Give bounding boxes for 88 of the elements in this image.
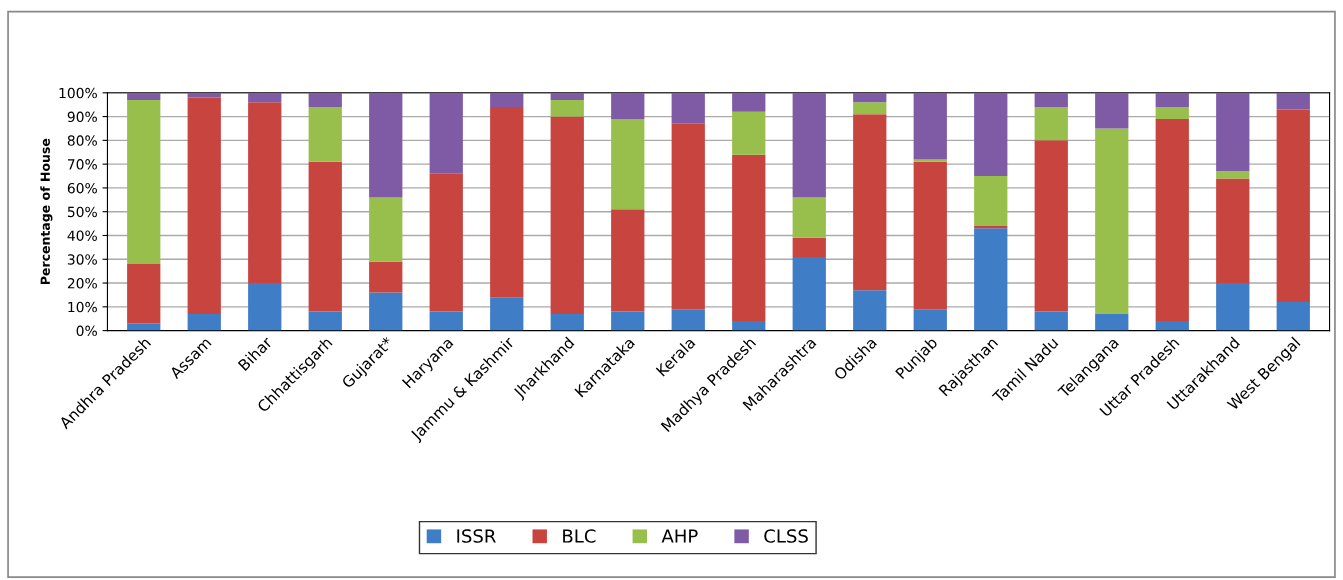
bar bbox=[611, 92, 645, 119]
bar bbox=[248, 283, 282, 331]
bar bbox=[853, 102, 887, 115]
bar bbox=[853, 114, 887, 291]
bar bbox=[1155, 92, 1189, 108]
bar bbox=[127, 323, 161, 331]
bar bbox=[308, 92, 342, 108]
y-tick-label: 90% bbox=[67, 111, 97, 123]
y-tick-label: 30% bbox=[67, 254, 97, 265]
y-tick-label: 10% bbox=[68, 301, 97, 313]
y-tick-label: 50% bbox=[67, 206, 97, 218]
bar bbox=[187, 97, 221, 314]
bar bbox=[308, 311, 342, 331]
bar bbox=[308, 107, 342, 162]
bar bbox=[1155, 321, 1189, 331]
bar bbox=[429, 173, 463, 312]
bar bbox=[187, 313, 221, 331]
bar bbox=[611, 209, 645, 312]
bar bbox=[792, 256, 826, 331]
bar bbox=[913, 309, 947, 331]
bar bbox=[550, 92, 584, 100]
bar bbox=[369, 261, 403, 293]
y-tick-label: 20% bbox=[67, 278, 97, 289]
bar bbox=[611, 118, 645, 210]
bar bbox=[1276, 302, 1310, 331]
bar bbox=[1034, 140, 1068, 312]
bar bbox=[1095, 313, 1129, 331]
bar bbox=[913, 159, 947, 162]
bar bbox=[792, 197, 826, 238]
y-tick-label: 60% bbox=[67, 182, 97, 194]
bar bbox=[974, 228, 1008, 331]
bar bbox=[1216, 178, 1250, 284]
bar bbox=[248, 92, 282, 103]
bar bbox=[1155, 118, 1189, 322]
y-tick-label: 40% bbox=[67, 230, 97, 241]
bar bbox=[490, 107, 524, 298]
bar bbox=[913, 161, 947, 310]
y-tick-label: 70% bbox=[67, 159, 97, 170]
bar bbox=[732, 321, 766, 331]
bar bbox=[369, 92, 403, 198]
bar bbox=[732, 111, 766, 155]
legend-label: ISSR bbox=[457, 529, 496, 543]
bar bbox=[550, 313, 584, 331]
legend-label: BLC bbox=[563, 529, 596, 543]
bar bbox=[1034, 92, 1068, 108]
legend-label: AHP bbox=[661, 529, 698, 543]
bar bbox=[671, 92, 705, 124]
bar bbox=[429, 311, 463, 331]
bar bbox=[1095, 128, 1129, 314]
y-tick-label: 80% bbox=[67, 135, 97, 146]
legend-label: CLSS bbox=[764, 529, 808, 543]
bar bbox=[550, 99, 584, 117]
bar bbox=[611, 311, 645, 331]
bar bbox=[369, 197, 403, 262]
bar bbox=[127, 92, 161, 100]
bar bbox=[1276, 92, 1310, 110]
bar bbox=[550, 116, 584, 314]
bar bbox=[974, 176, 1008, 226]
bar bbox=[248, 102, 282, 284]
bar bbox=[671, 123, 705, 310]
bar bbox=[490, 92, 524, 108]
bar bbox=[127, 264, 161, 324]
bar bbox=[1034, 311, 1068, 331]
bar bbox=[853, 290, 887, 331]
bar bbox=[913, 92, 947, 160]
bar bbox=[732, 92, 766, 112]
bar bbox=[1216, 171, 1250, 179]
bar bbox=[429, 92, 463, 174]
bar bbox=[1216, 283, 1250, 331]
bar bbox=[853, 92, 887, 103]
bar bbox=[1276, 109, 1310, 303]
bar bbox=[671, 309, 705, 331]
bar bbox=[127, 99, 161, 265]
bar bbox=[732, 154, 766, 322]
bar bbox=[1155, 107, 1189, 119]
bar bbox=[1034, 107, 1068, 141]
y-tick-label: 0% bbox=[76, 325, 97, 337]
y-tick-label: 100% bbox=[59, 87, 97, 99]
bar bbox=[187, 92, 221, 98]
bar bbox=[792, 92, 826, 198]
bar bbox=[974, 92, 1008, 177]
bar bbox=[792, 237, 826, 257]
bar bbox=[308, 161, 342, 312]
bar bbox=[1216, 92, 1250, 172]
bar bbox=[490, 297, 524, 331]
bar bbox=[369, 292, 403, 331]
y-axis-title: Percentage of House bbox=[40, 138, 53, 285]
bar bbox=[1095, 92, 1129, 129]
